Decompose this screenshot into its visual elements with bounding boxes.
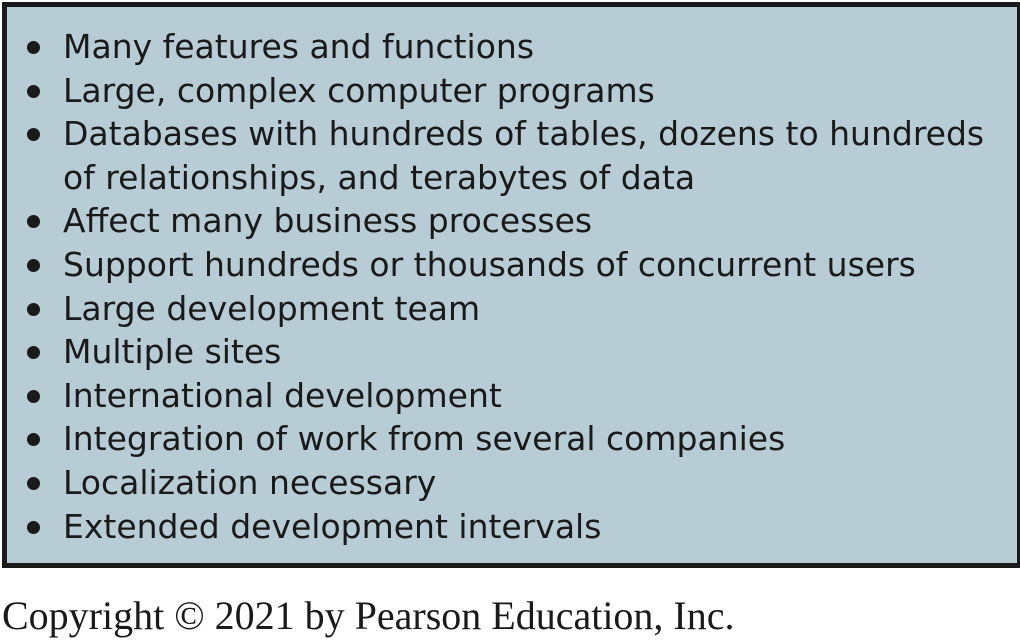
list-item: Multiple sites <box>7 330 1017 374</box>
list-item: Support hundreds or thousands of concurr… <box>7 243 1017 287</box>
list-item-text: Affect many business processes <box>63 201 593 241</box>
list-item: Large, complex computer programs <box>7 69 1017 113</box>
bullet-icon <box>27 84 40 98</box>
list-item-text: Extended development intervals <box>63 506 602 546</box>
bullet-icon <box>27 215 40 229</box>
bullet-icon <box>27 389 40 403</box>
bullet-icon <box>27 476 40 490</box>
copyright-notice: Copyright © 2021 by Pearson Education, I… <box>2 593 735 638</box>
bullet-icon <box>27 302 40 316</box>
list-item: Extended development intervals <box>7 505 1017 549</box>
list-item: Databases with hundreds of tables, dozen… <box>7 112 1017 199</box>
list-item-text: Multiple sites <box>63 332 282 372</box>
list-item: Affect many business processes <box>7 199 1017 243</box>
list-item: Integration of work from several compani… <box>7 417 1017 461</box>
list-item-text: Databases with hundreds of tables, dozen… <box>63 114 985 197</box>
list-item: Many features and functions <box>7 25 1017 69</box>
list-item: International development <box>7 374 1017 418</box>
list-item: Localization necessary <box>7 461 1017 505</box>
bullet-icon <box>27 258 40 272</box>
list-item-text: Large, complex computer programs <box>63 70 655 110</box>
bullet-icon <box>27 346 40 360</box>
list-item-text: Localization necessary <box>63 462 437 502</box>
characteristics-panel: Many features and functions Large, compl… <box>2 2 1020 568</box>
list-item-text: International development <box>63 375 502 415</box>
characteristics-list: Many features and functions Large, compl… <box>7 25 1017 548</box>
list-item-text: Support hundreds or thousands of concurr… <box>63 244 916 284</box>
list-item-text: Many features and functions <box>63 27 535 66</box>
list-item: Large development team <box>7 287 1017 331</box>
bullet-icon <box>27 433 40 447</box>
bullet-icon <box>27 128 40 142</box>
list-item-text: Large development team <box>63 288 481 328</box>
bullet-icon <box>27 520 40 534</box>
list-item-text: Integration of work from several compani… <box>63 419 786 459</box>
bullet-icon <box>27 41 40 54</box>
